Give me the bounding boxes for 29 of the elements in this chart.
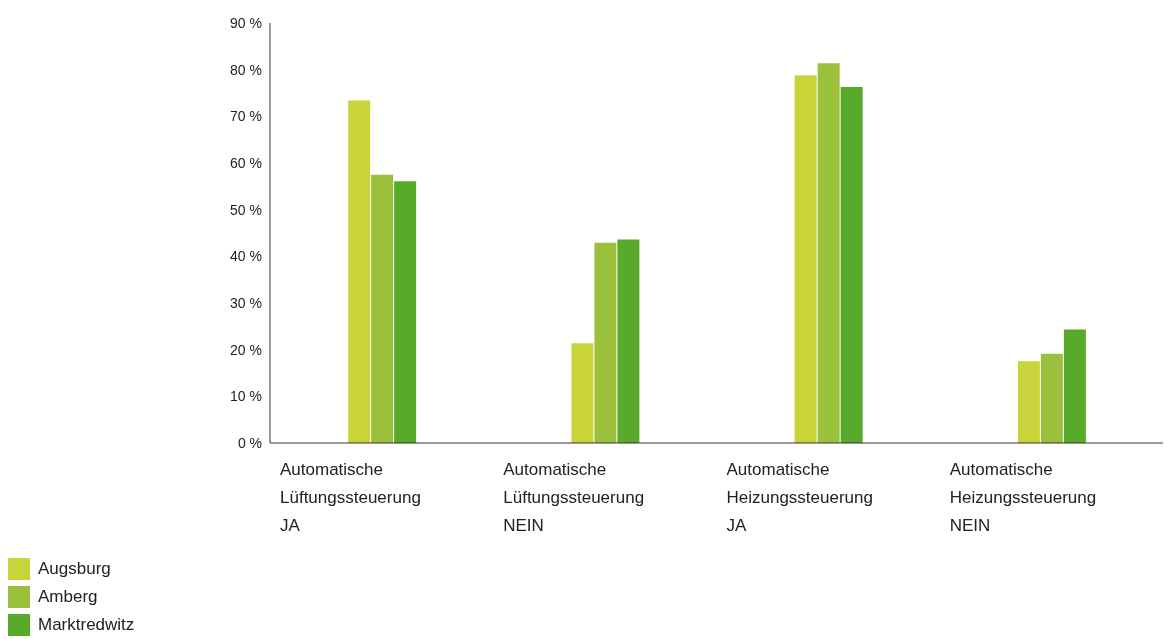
bar (1017, 361, 1040, 443)
y-tick-label: 70 % (230, 108, 262, 125)
y-tick-label: 10 % (230, 388, 262, 405)
legend-label: Augsburg (38, 559, 111, 579)
bar (617, 239, 640, 443)
y-tick-label: 90 % (230, 14, 262, 31)
x-tick-label: Automatische Lüftungssteuerung JA (280, 460, 421, 535)
bar (594, 242, 617, 443)
bar (1063, 329, 1086, 443)
legend-label: Amberg (38, 587, 98, 607)
bar (348, 100, 371, 443)
y-tick-label: 80 % (230, 61, 262, 78)
x-tick-label: Automatische Lüftungssteuerung NEIN (503, 460, 645, 535)
y-tick-label: 30 % (230, 294, 262, 311)
y-tick-label: 20 % (230, 341, 262, 358)
legend-label: Marktredwitz (38, 615, 135, 635)
bar (794, 75, 817, 443)
bar (571, 343, 594, 443)
y-tick-label: 50 % (230, 201, 262, 218)
x-tick-label: Automatische Heizungssteuerung JA (726, 460, 873, 535)
bar (817, 63, 840, 443)
y-tick-label: 0 % (237, 434, 262, 451)
bar (840, 86, 863, 443)
bar (1040, 353, 1063, 443)
x-tick-label: Automatische Heizungssteuerung NEIN (949, 460, 1097, 535)
bar (394, 181, 417, 443)
y-tick-label: 60 % (230, 154, 262, 171)
bar (371, 174, 394, 443)
y-tick-label: 40 % (230, 248, 262, 265)
